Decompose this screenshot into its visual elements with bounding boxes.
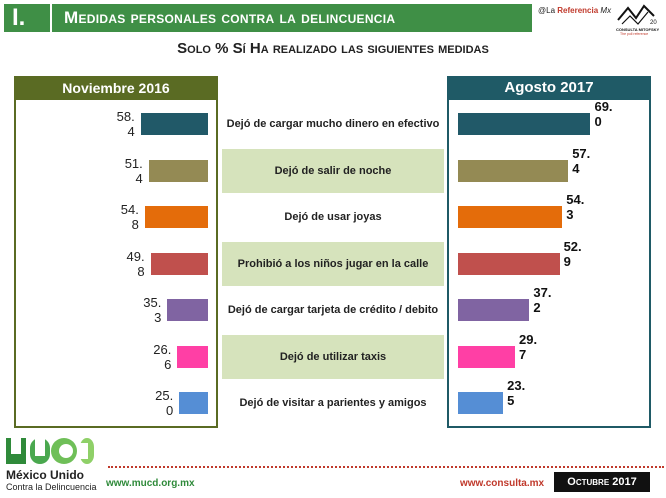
chart-subtitle: Solo % Sí Ha realizado las siguientes me… — [177, 40, 489, 57]
category-label: Prohibió a los niños jugar en la calle — [222, 241, 444, 286]
date-badge: Octubre 2017 — [554, 472, 650, 492]
brand-name: Referencia — [557, 6, 599, 15]
category-label: Dejó de visitar a parientes y amigos — [239, 397, 427, 409]
series-header-right: Agosto 2017 — [447, 76, 651, 100]
value-label-ago-2017: 29.7 — [519, 331, 538, 362]
page-title: Medidas personales contra la delincuenci… — [52, 4, 532, 32]
bar-ago-2017 — [458, 299, 530, 321]
org-name: México Unido — [6, 468, 85, 482]
value-label-nov-2016: 51.4 — [124, 155, 143, 186]
value-label-ago-2017: 54.3 — [566, 192, 585, 222]
brand-suffix: Mx — [600, 6, 612, 15]
category-label: Dejó de cargar tarjeta de crédito / debi… — [227, 304, 439, 316]
value-label-ago-2017: 23.5 — [507, 378, 526, 408]
logo-years: 20 — [650, 20, 657, 26]
value-label-nov-2016: 49.8 — [126, 248, 145, 279]
org-tagline: Contra la Delincuencia — [6, 482, 97, 492]
footer-divider — [108, 466, 664, 468]
bar-ago-2017 — [458, 392, 504, 414]
bar-ago-2017 — [458, 113, 591, 135]
mucd-logo — [6, 438, 94, 464]
bar-ago-2017 — [458, 252, 560, 275]
bar-ago-2017 — [458, 345, 516, 368]
category-label: Dejó de salir de noche — [222, 148, 444, 193]
bar-nov-2016 — [140, 113, 208, 135]
consulta-url-link[interactable]: www.consulta.mx — [460, 478, 545, 489]
logo-text: CONSULTA MITOFSKY — [616, 27, 660, 32]
value-label-ago-2017: 37.2 — [533, 285, 552, 315]
value-label-ago-2017: 57.4 — [572, 145, 591, 176]
series-header-left: Noviembre 2016 — [14, 76, 218, 100]
bar-nov-2016 — [179, 392, 208, 414]
value-label-nov-2016: 25.0 — [155, 388, 174, 418]
category-label: Dejó de usar joyas — [284, 211, 382, 223]
bar-nov-2016 — [167, 299, 208, 321]
category-label: Dejó de cargar mucho dinero en efectivo — [226, 118, 440, 130]
bar-ago-2017 — [458, 159, 569, 182]
value-label-ago-2017: 69.0 — [594, 99, 613, 129]
bar-nov-2016 — [144, 206, 208, 228]
logo-tagline: The poll reference — [620, 32, 648, 36]
bar-ago-2017 — [458, 206, 563, 228]
value-label-nov-2016: 54.8 — [120, 202, 139, 232]
bar-nov-2016 — [148, 159, 208, 182]
bar-nov-2016 — [150, 252, 208, 275]
value-label-nov-2016: 58.4 — [116, 109, 135, 139]
value-label-nov-2016: 26.6 — [153, 341, 172, 372]
brand-prefix: @La — [538, 6, 556, 15]
bar-nov-2016 — [177, 345, 208, 368]
section-number: I. — [4, 4, 50, 32]
category-label: Dejó de utilizar taxis — [222, 334, 444, 379]
mucd-url-link[interactable]: www.mucd.org.mx — [106, 478, 195, 489]
value-label-ago-2017: 52.9 — [563, 238, 582, 269]
brand-label: @La Referencia Mx — [538, 6, 611, 15]
consulta-mitofsky-logo: CONSULTA MITOFSKY The poll reference 20 — [616, 4, 660, 36]
value-label-nov-2016: 35.3 — [143, 295, 162, 325]
